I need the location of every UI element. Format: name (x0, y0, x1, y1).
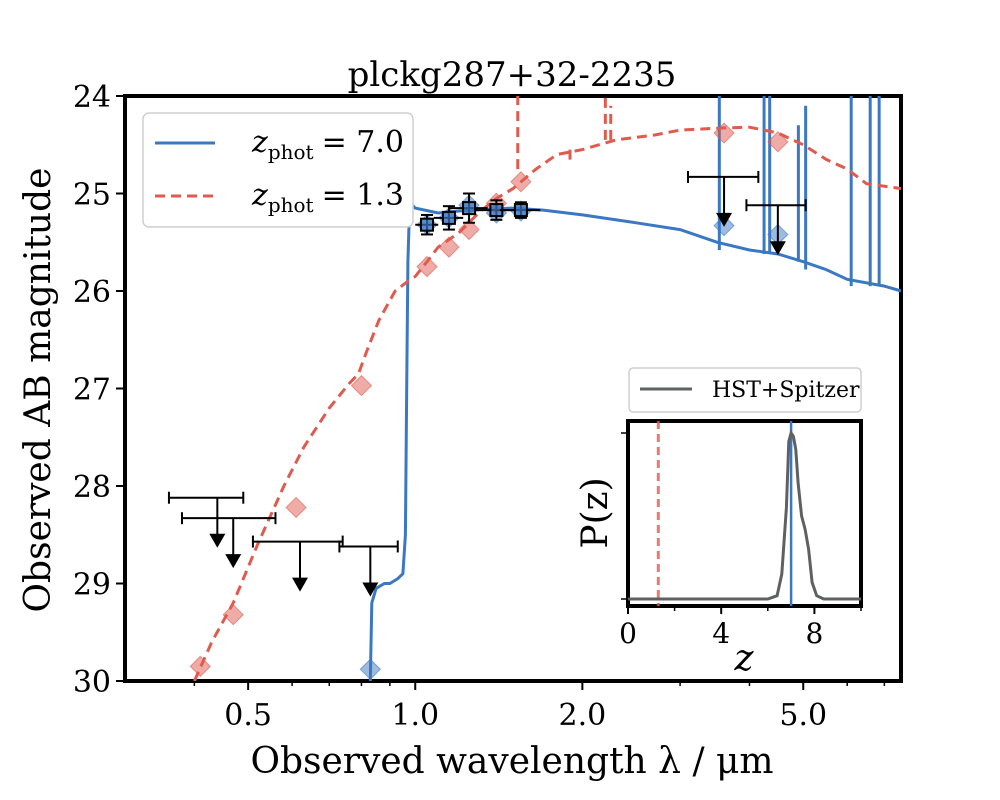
y-tick-label-2: 26 (73, 275, 111, 310)
upper-limit-arrow-2 (292, 577, 309, 592)
model-point-1-2 (285, 496, 307, 519)
upper-limit-arrow-0 (209, 533, 226, 548)
inset-legend-label: HST+Spitzer (712, 378, 860, 403)
detection-point-4 (513, 203, 528, 218)
y-tick-label-5: 29 (73, 568, 111, 603)
inset-legend: HST+Spitzer (628, 367, 862, 413)
model-point-1-10 (767, 131, 789, 153)
marker-layer (167, 122, 807, 681)
inset-x-tick-label-0: 0 (619, 617, 637, 650)
y-tick-label-4: 28 (73, 470, 111, 505)
detection-point-1 (441, 210, 456, 225)
chart-title: plckg287+32-2235 (348, 55, 677, 95)
y-tick-label-0: 24 (73, 80, 111, 115)
legend-label-zphot-7: zphot = 7.0 (251, 125, 404, 164)
inset-pz-curve (628, 429, 861, 601)
x-tick-label-2: 2.0 (558, 698, 606, 733)
y-tick-label-1: 25 (73, 178, 111, 213)
legend-label-zphot-1.3: zphot = 1.3 (251, 178, 404, 217)
x-axis-label: Observed wavelength λ / μm (250, 741, 773, 782)
y-axis-label: Observed AB magnitude (18, 168, 59, 613)
model-point-1-4 (416, 255, 438, 278)
inset-x-tick-label-1: 4 (712, 617, 730, 650)
upper-limit-arrow-3 (362, 582, 379, 597)
series-line-0 (368, 199, 901, 681)
model-point-1-1 (222, 603, 244, 626)
model-point-1-9 (713, 122, 735, 144)
x-tick-label-0: 0.5 (224, 698, 272, 733)
inset-series-layer (628, 421, 861, 606)
upper-limit-arrow-1 (225, 554, 242, 569)
series-layer (193, 96, 901, 681)
model-point-1-3 (350, 374, 373, 397)
inset-y-label: P(z) (575, 477, 616, 548)
detection-point-2 (462, 201, 477, 216)
inset-x-label: z (734, 638, 755, 679)
x-tick-label-3: 5.0 (779, 698, 827, 733)
model-point-1-5 (438, 236, 460, 258)
x-tick-label-1: 1.0 (391, 698, 439, 733)
model-point-1-6 (458, 218, 480, 241)
legend: zphot = 7.0 zphot = 1.3 (142, 112, 414, 228)
model-point-1-8 (510, 171, 532, 193)
upper-limit-arrow-5 (769, 241, 786, 256)
series-line-1 (193, 125, 901, 681)
model-point-0-0 (359, 658, 382, 681)
tick-layer: 0.5 1.0 2.0 5.0 24 25 26 27 28 29 30 (73, 80, 886, 733)
y-tick-label-6: 30 (73, 665, 111, 700)
inset-tick-layer: 0 4 8 (619, 432, 862, 650)
model-point-1-0 (189, 655, 212, 678)
inset-legend-box (628, 367, 862, 413)
inset-x-tick-label-2: 8 (805, 617, 823, 650)
y-tick-label-3: 27 (73, 373, 111, 408)
inset-frame (626, 419, 863, 608)
detection-point-0 (420, 217, 435, 232)
upper-limit-arrow-4 (716, 212, 733, 227)
